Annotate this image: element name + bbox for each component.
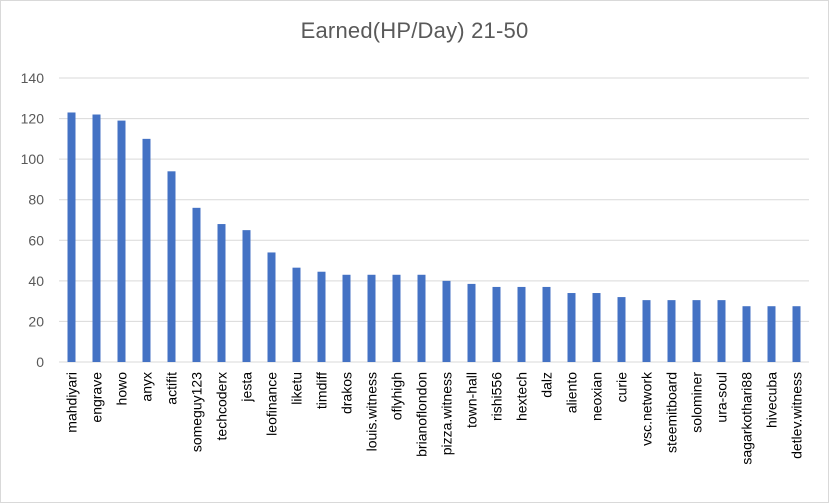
y-tick-label: 60 (28, 232, 44, 248)
bar-solominer (692, 300, 701, 362)
x-tick-label: dalz (539, 372, 555, 398)
bar-timdiff (317, 271, 326, 362)
x-tick-label: steemitboard (664, 372, 680, 453)
y-tick-label: 20 (28, 313, 44, 329)
y-tick-label: 80 (28, 192, 44, 208)
x-tick-label: rishi556 (489, 372, 505, 421)
x-tick-label: hextech (514, 372, 530, 421)
bar-louis.witness (367, 274, 376, 362)
bar-jesta (242, 230, 251, 362)
x-tick-label: someguy123 (189, 372, 205, 452)
x-tick-label: leofinance (264, 372, 280, 436)
bar-leofinance (267, 252, 276, 362)
x-tick-label: timdiff (314, 372, 330, 409)
x-tick-label: liketu (289, 372, 305, 405)
bar-engrave (92, 114, 101, 362)
bar-sagarkothari88 (742, 306, 751, 362)
x-tick-label: anyx (139, 372, 155, 402)
bars (67, 112, 801, 362)
x-tick-label: jesta (239, 372, 255, 403)
bar-howo (117, 120, 126, 362)
x-tick-label: solominer (689, 372, 705, 433)
x-tick-label: hivecuba (764, 372, 780, 428)
chart-title: Earned(HP/Day) 21-50 (300, 18, 529, 43)
y-axis-ticks: 0 20 40 60 80 100 120 140 (21, 70, 45, 370)
x-tick-label: drakos (339, 372, 355, 414)
bar-hivecuba (767, 306, 776, 362)
gridlines (59, 77, 809, 363)
bar-pizza.witness (442, 280, 451, 362)
bar-brianoflondon (417, 274, 426, 362)
x-tick-label: louis.witness (364, 372, 380, 451)
x-tick-label: ura-soul (714, 372, 730, 423)
x-tick-label: oflyhigh (389, 372, 405, 420)
x-tick-label: aliento (564, 372, 580, 413)
bar-rishi556 (492, 286, 501, 362)
bar-dalz (542, 286, 551, 362)
bar-neoxian (592, 293, 601, 362)
bar-techcoderx (217, 224, 226, 362)
bar-curie (617, 297, 626, 362)
x-tick-label: engrave (89, 372, 105, 423)
bar-mahdiyari (67, 112, 76, 362)
bar-steemitboard (667, 300, 676, 362)
bar-detlev.witness (792, 306, 801, 362)
bar-anyx (142, 138, 151, 362)
x-tick-label: sagarkothari88 (739, 372, 755, 465)
x-tick-label: town-hall (464, 372, 480, 428)
x-tick-label: neoxian (589, 372, 605, 421)
y-tick-label: 100 (21, 151, 45, 167)
x-tick-label: howo (114, 372, 130, 406)
y-tick-label: 0 (36, 354, 44, 370)
x-tick-label: actifit (164, 372, 180, 405)
x-tick-label: pizza.witness (439, 372, 455, 455)
x-tick-label: vsc.network (639, 371, 655, 446)
x-tick-label: mahdiyari (64, 372, 80, 433)
bar-actifit (167, 171, 176, 362)
bar-hextech (517, 286, 526, 362)
y-tick-label: 40 (28, 273, 44, 289)
x-tick-label: detlev.witness (789, 372, 805, 459)
bar-town-hall (467, 283, 476, 362)
x-tick-label: brianoflondon (414, 372, 430, 457)
bar-drakos (342, 274, 351, 362)
bar-someguy123 (192, 207, 201, 362)
x-tick-label: curie (614, 372, 630, 403)
bar-liketu (292, 267, 301, 362)
x-tick-label: techcoderx (214, 372, 230, 440)
bar-aliento (567, 293, 576, 362)
bar-ura-soul (717, 300, 726, 362)
y-tick-label: 140 (21, 70, 45, 86)
bar-oflyhigh (392, 274, 401, 362)
x-axis-labels: mahdiyari engrave howo anyx actifit someguy12… (64, 371, 805, 465)
bar-vsc.network (642, 300, 651, 362)
y-tick-label: 120 (21, 111, 45, 127)
